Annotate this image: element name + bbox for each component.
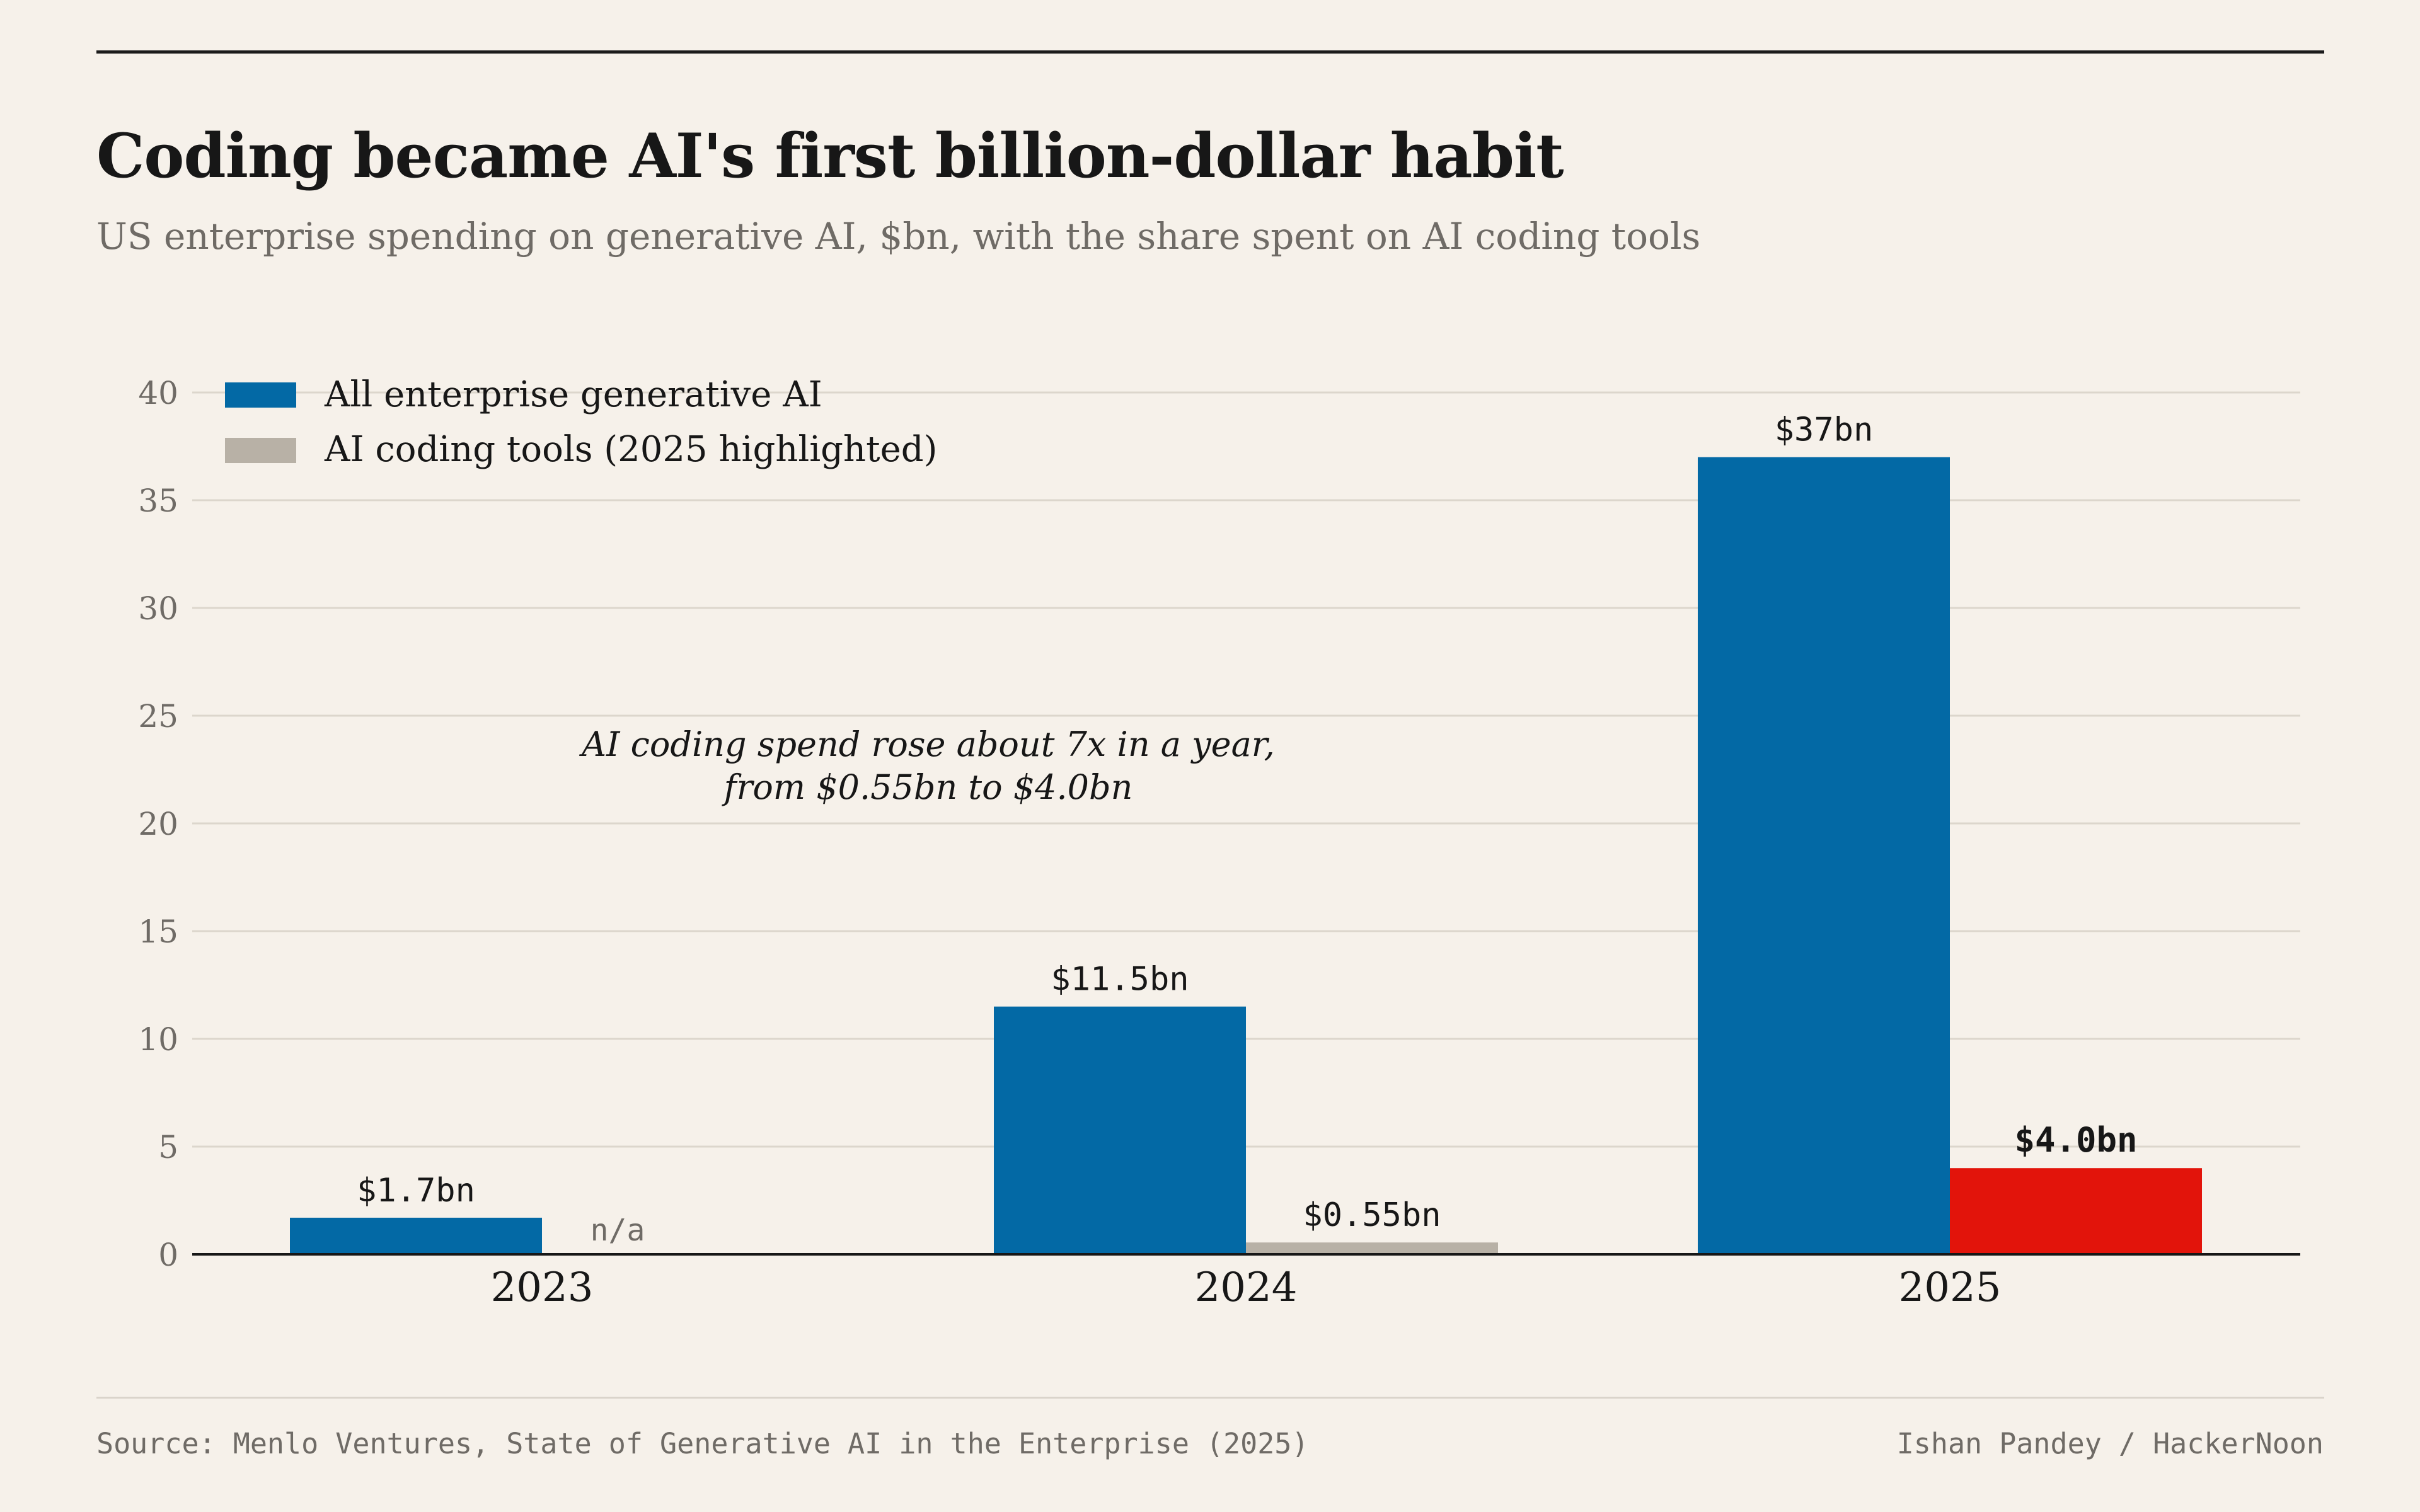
y-tick-label: 10	[138, 1021, 178, 1058]
x-tick-label: 2023	[491, 1264, 594, 1311]
y-tick-label: 15	[138, 914, 178, 950]
bar-value-label: $1.7bn	[357, 1172, 475, 1210]
x-tick-label: 2024	[1195, 1264, 1298, 1311]
bar-all-enterprise	[1698, 457, 1950, 1254]
legend-swatch-coding	[225, 438, 296, 463]
y-tick-label: 20	[138, 806, 178, 842]
source-note: Source: Menlo Ventures, State of Generat…	[96, 1427, 1309, 1460]
annotation-line: from $0.55bn to $4.0bn	[722, 767, 1133, 807]
chart-subtitle: US enterprise spending on generative AI,…	[96, 215, 1701, 258]
bar-coding-highlight	[1950, 1168, 2202, 1254]
y-tick-label: 0	[158, 1237, 178, 1273]
bar-value-label: $11.5bn	[1051, 961, 1189, 999]
bar-coding	[1246, 1242, 1498, 1254]
annotation-line: AI coding spend rose about 7x in a year,	[579, 724, 1275, 764]
x-tick-label: 2025	[1899, 1264, 2002, 1311]
bar-value-label: $37bn	[1775, 411, 1874, 449]
footer-rule	[96, 1397, 2324, 1399]
y-tick-label: 5	[158, 1129, 178, 1166]
bar-value-label: $0.55bn	[1303, 1196, 1441, 1234]
top-rule	[96, 50, 2324, 54]
y-tick-label: 30	[138, 590, 178, 627]
bar-chart: 0510152025303540$1.7bnn/a2023$11.5bn$0.5…	[138, 374, 2300, 1311]
bar-all-enterprise	[290, 1217, 542, 1254]
bar-all-enterprise	[994, 1006, 1246, 1254]
legend-label-all-enterprise: All enterprise generative AI	[324, 374, 822, 415]
y-tick-label: 25	[138, 698, 178, 735]
y-tick-label: 35	[138, 483, 178, 519]
legend-label-coding: AI coding tools (2025 highlighted)	[324, 429, 937, 470]
legend-swatch-all-enterprise	[225, 382, 296, 408]
chart-title: Coding became AI's first billion-dollar …	[96, 120, 1564, 192]
na-label: n/a	[591, 1213, 645, 1248]
y-tick-label: 40	[138, 375, 178, 411]
bar-value-label: $4.0bn	[2014, 1120, 2137, 1160]
credit-note: Ishan Pandey / HackerNoon	[1896, 1427, 2324, 1460]
